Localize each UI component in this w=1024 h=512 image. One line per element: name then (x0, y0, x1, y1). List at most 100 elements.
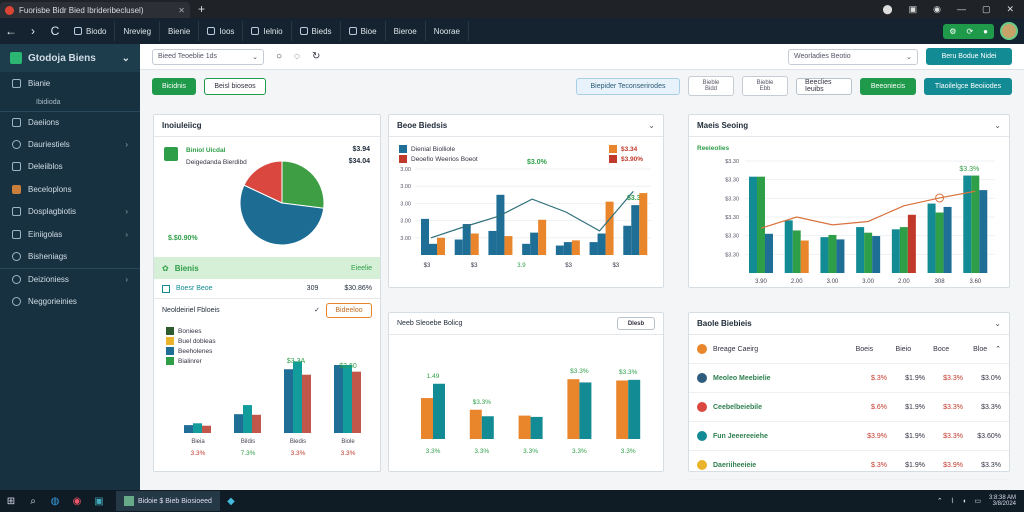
primary-button[interactable]: Beru Bodue Nidei (926, 48, 1012, 65)
windows-icon[interactable]: ⊞ (6, 495, 16, 507)
sidebar-item[interactable]: Neggorieinies (0, 291, 140, 314)
bar (530, 232, 539, 255)
action-button-3[interactable]: Biepider Teconserirodes (576, 77, 680, 95)
sidebar-item[interactable]: Deizioniess › (0, 268, 140, 291)
bar (522, 243, 531, 255)
chevron-down-icon[interactable]: ⌄ (994, 121, 1001, 130)
sort-icon[interactable]: ⌃ (995, 346, 1001, 353)
sub-button[interactable]: Bideeloo (326, 302, 372, 318)
edge-icon[interactable]: ◍ (50, 495, 60, 507)
bar (252, 414, 261, 433)
action-button-4[interactable]: Beeclies Ieuibs (796, 77, 852, 95)
reload-icon[interactable]: C (50, 24, 60, 38)
right-bar-chart: $3.30 $3.30 $3.30 $3.30 $3.30 $3.30 3.90 2.00 3.… (725, 159, 995, 285)
x-tick-label: 2.00 (898, 279, 910, 285)
sidebar-item[interactable]: Dauriestiels › (0, 133, 140, 156)
cell: $1.9% (905, 461, 925, 469)
nav-tab[interactable]: Bieds (292, 21, 341, 41)
volume-icon[interactable]: ◖ (962, 497, 967, 505)
sidebar-item[interactable]: Deleiiblos (0, 156, 140, 179)
sidebar-item[interactable]: Daeiions (0, 110, 140, 134)
action-button-6[interactable]: Tlaoilelgce Beoiiodes (924, 77, 1012, 95)
small-select[interactable]: Dlesb (617, 317, 655, 330)
action-button-5[interactable]: Beeoniecis (860, 77, 916, 95)
network-icon[interactable]: ⌇ (950, 498, 955, 505)
action-button-2[interactable]: Beisl bioseos (204, 77, 266, 95)
chevron-down-icon[interactable]: ⌄ (648, 121, 655, 130)
table-row[interactable]: Ceebelbeiebile $.6% $1.9% $3.3% $3.3% (689, 393, 1009, 422)
sidebar-item[interactable]: Beceloplons (0, 178, 140, 201)
x-tick-label: $3 (424, 263, 431, 269)
sidebar-item[interactable]: Dosplagbiotis › (0, 201, 140, 224)
battery-icon[interactable]: ▭ (974, 498, 981, 505)
grid-icon (12, 78, 21, 88)
combo-chart: 3.00 3.00 3.00 3.00 3.00 $3 $3 3.9 $3 $3 (400, 167, 651, 269)
chevron-up-icon[interactable]: ⌃ (936, 498, 943, 505)
chevron-right-icon: › (125, 275, 128, 285)
sidebar-item[interactable]: Einiigolas › (0, 223, 140, 246)
search-icon[interactable]: ○ (276, 51, 283, 62)
app-icon (124, 496, 134, 506)
tab-icon[interactable]: ▣ (908, 3, 918, 14)
sidebar-item[interactable]: Bianie (0, 72, 140, 95)
mini-stat-2[interactable]: Bieble Ebb (742, 76, 788, 96)
y-tick-label: 3.00 (400, 184, 411, 190)
chevron-down-icon[interactable]: ⌄ (994, 319, 1001, 328)
nav-tab[interactable]: Biodo (66, 21, 116, 41)
bar (481, 416, 494, 439)
bar (828, 234, 837, 273)
nav-tab[interactable]: Ioos (199, 21, 244, 41)
legend-swatch (399, 155, 407, 163)
clock[interactable]: 3:8:38 AM 3/8/2024 (988, 495, 1016, 507)
bar (856, 227, 865, 273)
sidebar-header[interactable]: Gtodoja Biens ⌄ (0, 44, 140, 72)
tab-title: Fuorisbe Bidr Bied Ibrideribeclusel) (19, 5, 144, 15)
table-row[interactable]: Breage Caeirg Boeis Bieio Boce Bloe ⌃ (689, 335, 1009, 364)
search-icon[interactable]: ⌕ (30, 495, 36, 507)
table-row[interactable]: Fun Jeeereeiehe $3.9% $1.9% $3.3% $3.60% (689, 422, 1009, 451)
nav-tab[interactable]: Noorae (426, 21, 469, 41)
app-icon-2[interactable]: ◆ (227, 495, 235, 507)
table-row[interactable]: Daeriiheeieie $.3% $1.9% $3.9% $3.3% (689, 451, 1009, 480)
summary-row[interactable]: Boesr Beoe 309 $30.86% (154, 279, 380, 299)
nav-tab[interactable]: Bieroe (386, 21, 426, 41)
close-icon[interactable]: ✕ (178, 5, 185, 15)
profile-icon[interactable]: ◉ (933, 3, 941, 14)
sidebar-item[interactable]: Bisheniags (0, 246, 140, 269)
bar (496, 194, 505, 255)
comment-icon[interactable]: ◌ (294, 51, 300, 62)
nav-tab[interactable]: Bioe (341, 21, 386, 41)
pie-chart (239, 160, 325, 246)
data-label: $3.3A (287, 358, 306, 365)
forward-icon[interactable]: › (31, 24, 35, 38)
view-select[interactable]: Bieed Teoeblie 1ds ⌄ (152, 48, 264, 65)
refresh-icon[interactable]: ↻ (312, 51, 321, 62)
avatar[interactable] (1000, 22, 1018, 40)
status-pill[interactable]: ⚙ ⟳ ● (943, 23, 994, 39)
table-row[interactable]: Meoleo Meebielie $.3% $1.9% $3.3% $3.0% (689, 364, 1009, 393)
browser-tab[interactable]: Fuorisbe Bidr Bied Ibrideribeclusel) ✕ (0, 2, 190, 18)
minimize-icon[interactable]: — (956, 3, 966, 14)
action-button-1[interactable]: Bicidnis (152, 77, 196, 95)
close-window-icon[interactable]: ✕ (1006, 3, 1014, 14)
store-icon[interactable]: ▣ (94, 495, 104, 507)
nav-tab[interactable]: Ielnio (243, 21, 292, 41)
bar (421, 218, 429, 255)
legend-item: Beeholenes (166, 347, 212, 355)
new-tab-icon[interactable]: + (198, 2, 206, 16)
row-name: Breage Caeirg (713, 345, 759, 353)
percent-label: 3.3% (191, 450, 206, 457)
period-select[interactable]: Weorladies Beotio ⌄ (788, 48, 918, 65)
mini-stat-1[interactable]: Bieble Bidd (688, 76, 734, 96)
extension-icon[interactable]: ⬤ (882, 3, 893, 14)
browser-icon[interactable]: ◉ (72, 495, 82, 507)
taskbar-app[interactable]: Bidoie $ Bieb Biosioeed (116, 491, 220, 511)
sidebar-subitem[interactable]: Ibidioda (36, 99, 61, 106)
status-row[interactable]: ✿ Bienis Eieelie (154, 257, 380, 279)
y-tick-label: $3.30 (725, 234, 739, 240)
maximize-icon[interactable]: ▢ (981, 3, 991, 14)
nav-tab[interactable]: Bienie (160, 21, 200, 41)
back-icon[interactable]: ← (5, 24, 17, 38)
nav-tab[interactable]: Nrevieg (115, 21, 161, 41)
bar (943, 206, 952, 273)
